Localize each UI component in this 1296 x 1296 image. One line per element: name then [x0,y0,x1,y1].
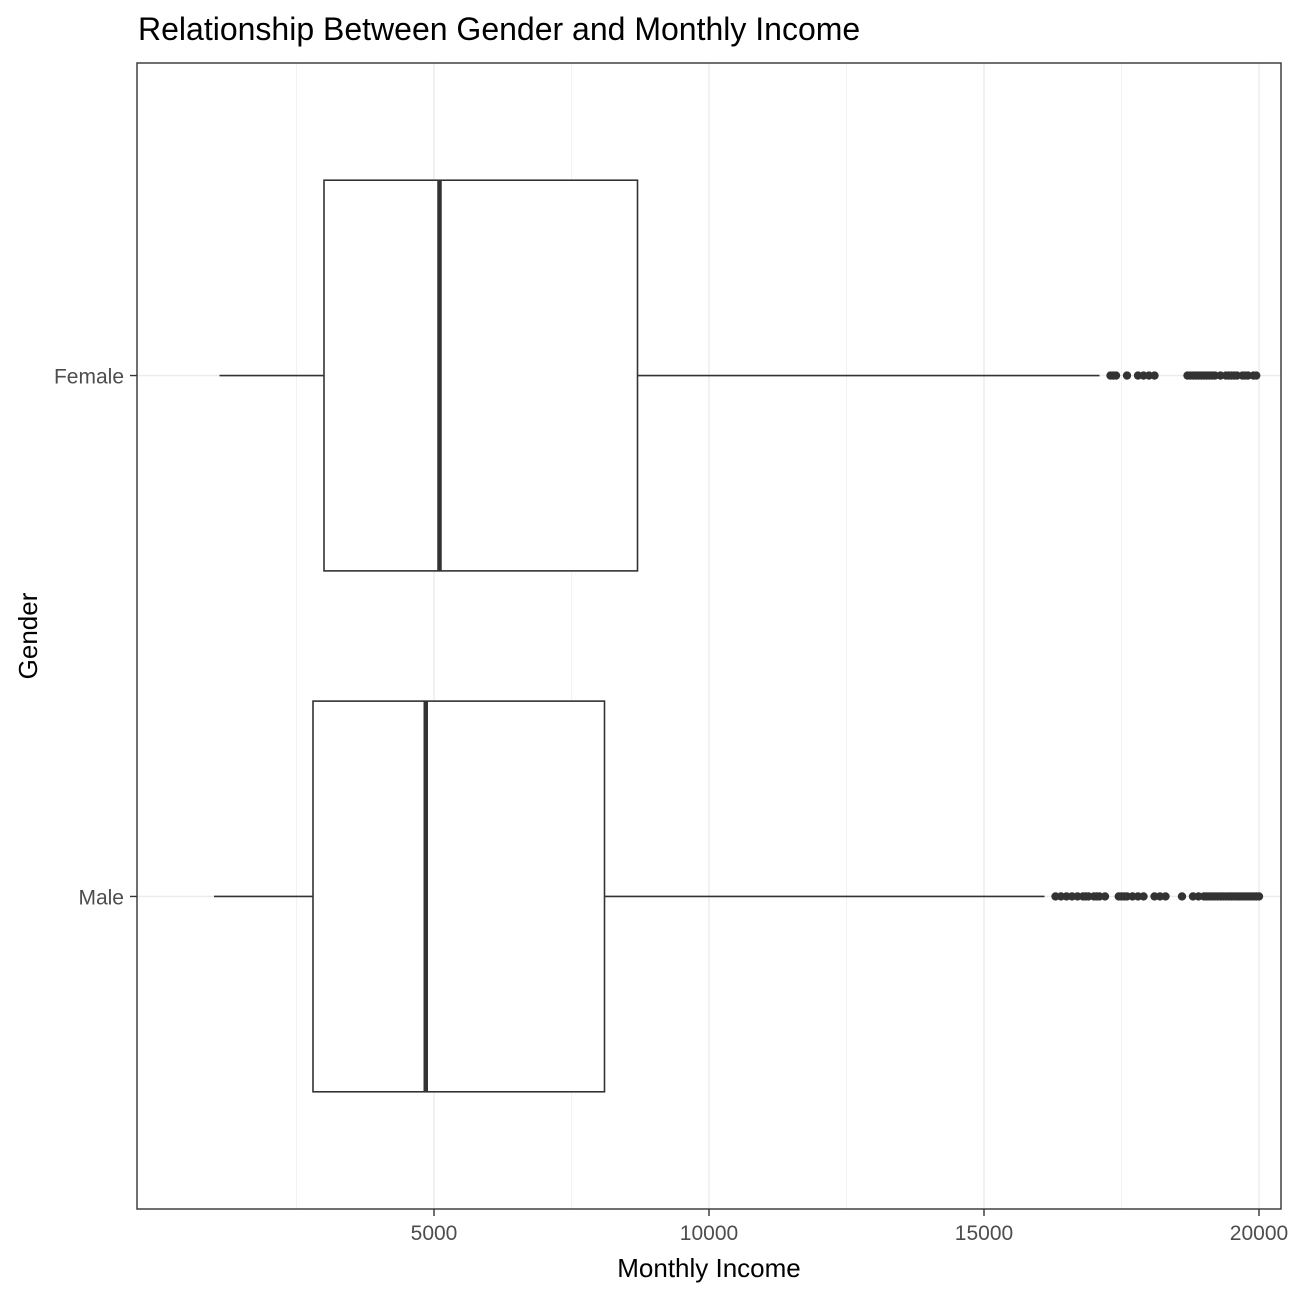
box-female [219,179,1261,572]
outlier-point [1254,892,1264,901]
box-layer [214,179,1264,1093]
x-tick-label: 20000 [1230,1222,1288,1245]
x-tick-label: 15000 [955,1222,1013,1245]
y-tick-label: Male [78,886,124,909]
outlier-point [1111,371,1121,380]
y-tick-label: Female [54,366,124,389]
iqr-box [312,700,606,1093]
iqr-box [323,179,639,572]
y-axis-label: Gender [13,592,43,679]
x-tick-label: 5000 [411,1222,458,1245]
grid-layer [137,63,1281,1209]
outlier-point [1177,892,1187,901]
outlier-point [1100,892,1110,901]
chart-title: Relationship Between Gender and Monthly … [138,11,860,47]
box-male [214,700,1264,1093]
outlier-point [1252,371,1261,380]
outlier-point [1139,892,1148,901]
outlier-point [1150,371,1159,380]
x-tick-label: 10000 [680,1222,738,1245]
x-axis-label: Monthly Income [617,1253,801,1283]
outlier-point [1161,892,1170,901]
axis-layer: 5000 10000 15000 20000 Male Female [54,366,1288,1245]
outlier-point [1122,371,1132,380]
